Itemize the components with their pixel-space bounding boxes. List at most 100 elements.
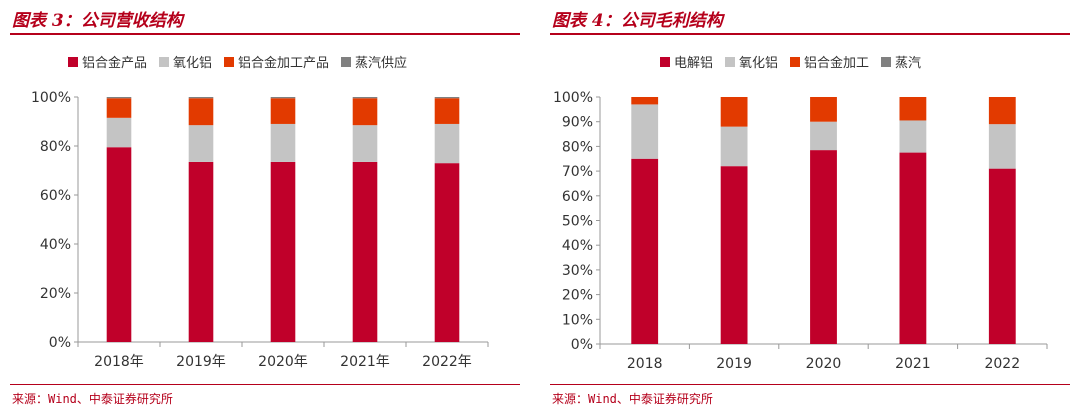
- y-tick-label: 40%: [40, 237, 71, 253]
- y-tick-label: 30%: [562, 263, 593, 279]
- y-tick-label: 90%: [562, 115, 593, 131]
- chart-title: 图表 3：公司营收结构: [12, 11, 183, 31]
- bar-segment: [270, 97, 296, 99]
- bar-segment: [188, 125, 214, 162]
- legend-label: 氧化铝: [739, 56, 779, 71]
- legend-swatch: [660, 56, 670, 67]
- legend-item: 电解铝: [660, 52, 713, 71]
- bar-segment: [720, 126, 748, 167]
- y-tick-label: 80%: [40, 139, 71, 155]
- title-underline: [10, 33, 520, 35]
- bar-segment: [106, 147, 132, 342]
- source-note: 来源：Wind、中泰证券研究所: [12, 392, 173, 406]
- bar-segment: [352, 125, 378, 162]
- legend-label: 氧化铝: [173, 56, 213, 71]
- bar-segment: [899, 152, 927, 344]
- bar-segment: [631, 158, 659, 344]
- bar-segment: [434, 163, 460, 342]
- legend-label: 铝合金加工产品: [238, 56, 330, 71]
- y-tick-label: 20%: [562, 288, 593, 304]
- x-tick-label: 2022: [984, 356, 1020, 372]
- bar-segment: [270, 123, 296, 162]
- legend-label: 蒸汽供应: [355, 56, 408, 71]
- gross-profit-chart: 0% 10% 20% 30% 40% 50% 60% 70% 80% 90% 100% 2018 201…: [553, 90, 1048, 372]
- y-tick-label: 20%: [40, 286, 71, 302]
- legend-item: 蒸汽: [881, 52, 921, 71]
- legend-item: 氧化铝: [159, 52, 212, 71]
- x-tick-label: 2018: [627, 356, 663, 372]
- legend-item: 氧化铝: [725, 52, 778, 71]
- y-tick-label: 80%: [562, 139, 593, 155]
- x-tick-label: 2021: [895, 356, 931, 372]
- bar-segment: [631, 104, 659, 159]
- legend-item: 铝合金加工产品: [224, 52, 329, 71]
- legend-label: 铝合金产品: [82, 56, 148, 71]
- title-underline: [550, 33, 1070, 35]
- bar-segment: [188, 98, 214, 126]
- y-tick-label: 100%: [31, 90, 71, 106]
- x-tick-label: 2019年: [176, 354, 226, 370]
- x-tick-label: 2018年: [94, 354, 144, 370]
- y-tick-label: 10%: [562, 312, 593, 328]
- revenue-structure-panel: 图表 3：公司营收结构 铝合金产品 氧化铝 铝合金加工产品 蒸汽供应 0% 20%…: [0, 0, 530, 414]
- y-tick-label: 0%: [49, 335, 71, 351]
- legend-label: 电解铝: [674, 56, 714, 71]
- bar-segment: [988, 97, 1016, 125]
- bar-segment: [988, 168, 1016, 344]
- y-tick-label: 60%: [562, 189, 593, 205]
- legend: 铝合金产品 氧化铝 铝合金加工产品 蒸汽供应: [68, 52, 407, 71]
- x-tick-label: 2020年: [258, 354, 308, 370]
- bar-segment: [270, 161, 296, 342]
- bar-segment: [720, 166, 748, 344]
- y-tick-label: 40%: [562, 238, 593, 254]
- bar-segment: [631, 97, 659, 105]
- x-tick-label: 2021年: [340, 354, 390, 370]
- bar-segment: [352, 161, 378, 342]
- revenue-chart: 0% 20% 40% 60% 80% 100% 2018年 2019年 2020年 2021年 20…: [31, 90, 489, 370]
- y-tick-label: 0%: [571, 337, 593, 353]
- bar-segment: [434, 123, 460, 164]
- bar-segment: [106, 97, 132, 99]
- bar-segment: [434, 97, 460, 99]
- source-note: 来源：Wind、中泰证券研究所: [552, 392, 713, 406]
- legend-label: 铝合金加工: [804, 56, 870, 71]
- y-tick-label: 70%: [562, 164, 593, 180]
- y-tick-label: 60%: [40, 188, 71, 204]
- legend-swatch: [68, 56, 78, 67]
- legend-swatch: [224, 56, 235, 67]
- bar-segment: [988, 124, 1016, 169]
- bar-segment: [810, 121, 837, 151]
- y-tick-label: 100%: [553, 90, 593, 106]
- source-rule: [550, 384, 1070, 385]
- x-tick-label: 2019: [716, 356, 752, 372]
- bar-segment: [352, 97, 378, 99]
- bar-segment: [720, 97, 748, 127]
- legend-swatch: [790, 56, 801, 67]
- bar-segment: [899, 120, 927, 153]
- legend-swatch: [341, 56, 352, 67]
- gross-profit-structure-panel: 图表 4：公司毛利结构 电解铝 氧化铝 铝合金加工 蒸汽 0% 10% 20% 30%…: [540, 0, 1080, 414]
- legend-item: 铝合金产品: [68, 52, 147, 71]
- legend-item: 蒸汽供应: [341, 52, 407, 71]
- bar-segment: [899, 97, 927, 121]
- x-tick-label: 2020: [806, 356, 842, 372]
- bar-segment: [352, 98, 378, 126]
- bar-segment: [810, 150, 837, 344]
- bar-segment: [188, 97, 214, 99]
- legend-label: 蒸汽: [895, 56, 922, 71]
- legend-swatch: [159, 56, 170, 67]
- bar-segment: [106, 98, 132, 118]
- chart-title: 图表 4：公司毛利结构: [552, 11, 723, 31]
- legend-swatch: [725, 56, 736, 67]
- bar-segment: [106, 117, 132, 148]
- bar-segment: [810, 97, 837, 122]
- bar-segment: [434, 98, 460, 124]
- source-rule: [10, 384, 520, 385]
- x-tick-label: 2022年: [422, 354, 472, 370]
- legend-swatch: [881, 56, 892, 67]
- bar-segment: [270, 98, 296, 124]
- legend-item: 铝合金加工: [790, 52, 869, 71]
- legend: 电解铝 氧化铝 铝合金加工 蒸汽: [660, 52, 921, 71]
- bar-segment: [188, 161, 214, 342]
- y-tick-label: 50%: [562, 214, 593, 230]
